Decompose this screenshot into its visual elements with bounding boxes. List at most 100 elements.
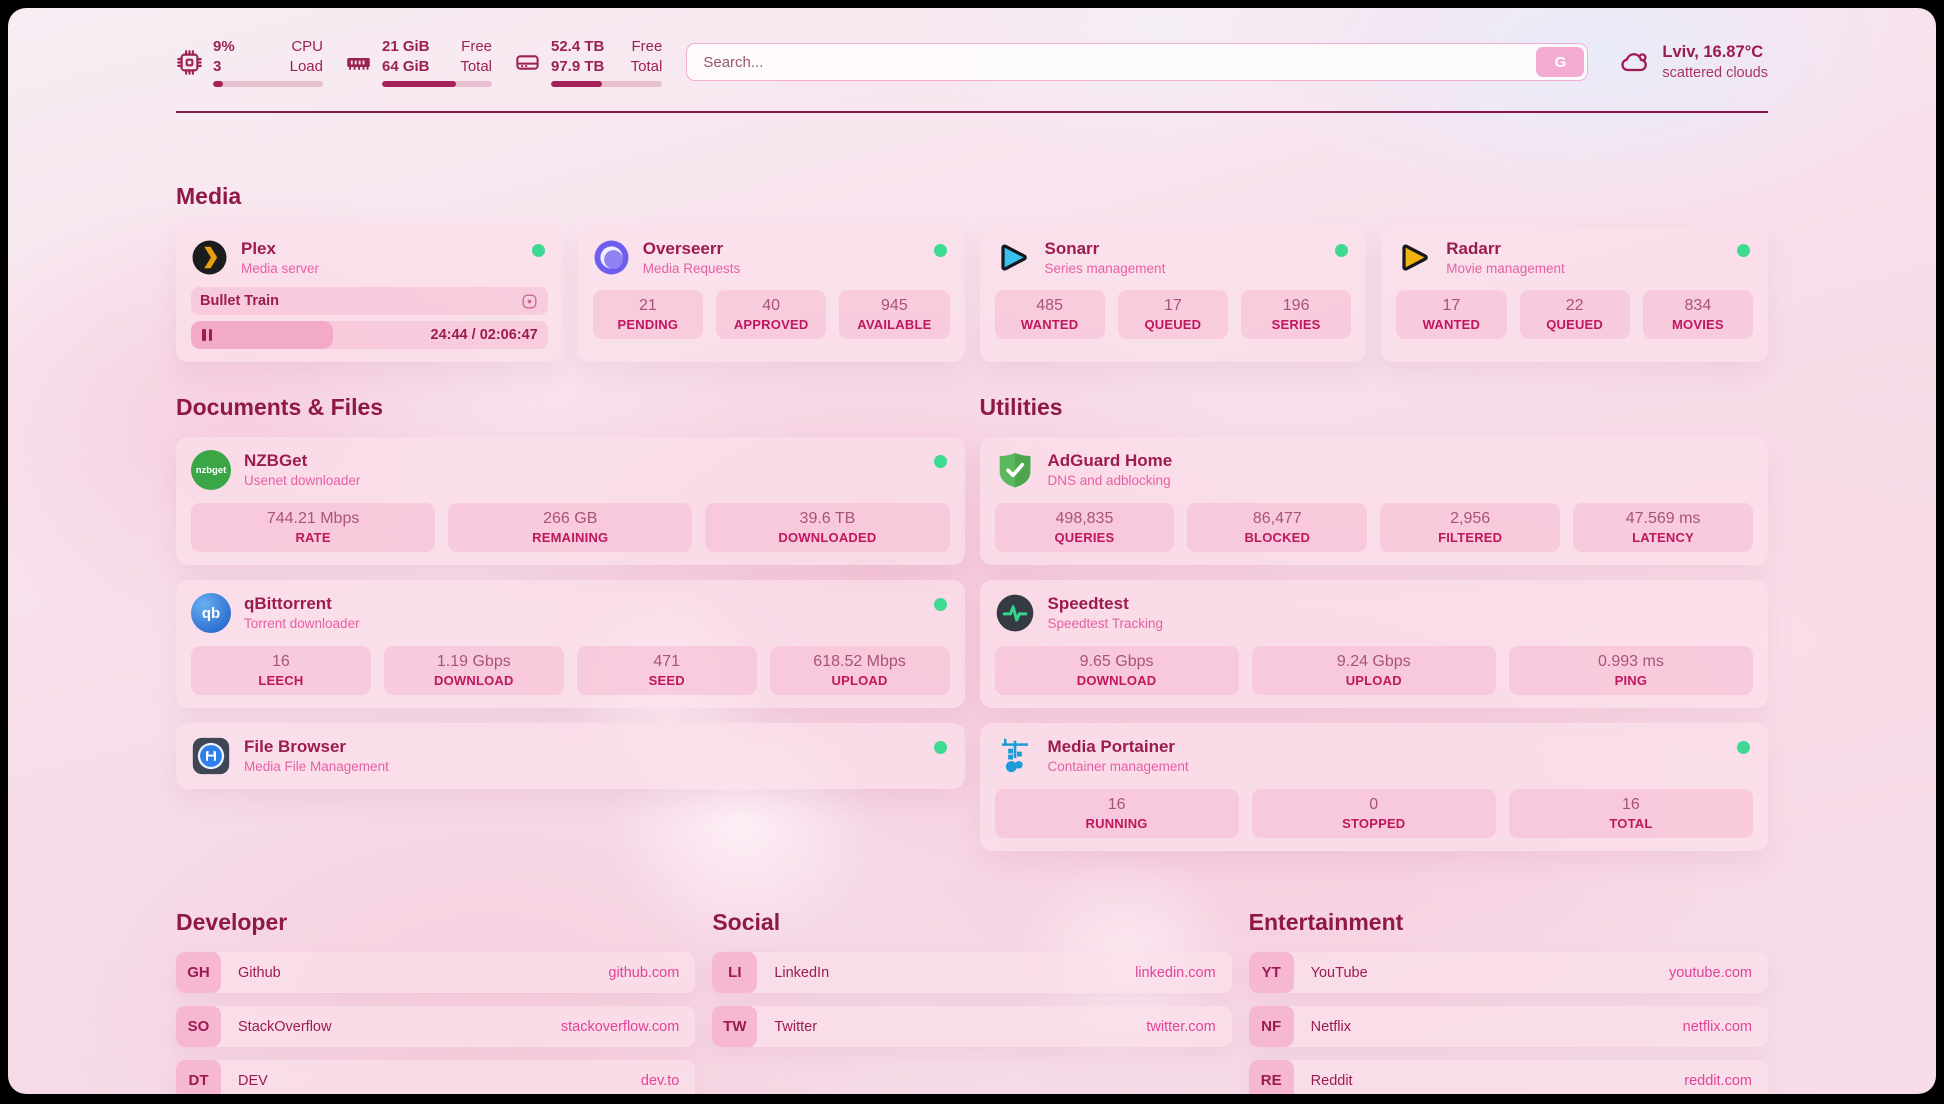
speedtest-icon (995, 593, 1035, 633)
bookmark-name: LinkedIn (774, 964, 830, 981)
bookmark-name: StackOverflow (238, 1018, 332, 1035)
app-card-filebrowser[interactable]: File Browser Media File Management (176, 723, 965, 790)
plex-now-playing: Bullet Train 24:44 / 02:06 (191, 287, 548, 350)
stat-label: STOPPED (1342, 816, 1406, 832)
section-utilities: Utilities AdGuard Home (979, 394, 1768, 852)
stat-value: 39.6 TB (799, 510, 856, 528)
stat-box: 86,477 BLOCKED (1187, 503, 1368, 553)
stat-value: 744.21 Mbps (266, 510, 360, 528)
stat-box: 17 WANTED (1396, 290, 1507, 340)
app-name: Media Portainer (1047, 736, 1176, 756)
stat-value: 86,477 (1252, 510, 1302, 528)
pause-button[interactable] (191, 321, 333, 350)
stat-value: 0.993 ms (1598, 653, 1664, 671)
bookmark-abbr: DT (176, 1060, 221, 1094)
stat-box: 834 MOVIES (1642, 290, 1753, 340)
bookmark-row-reddit[interactable]: RE Reddit reddit.com (1248, 1060, 1768, 1094)
stat-value: 9.24 Gbps (1336, 653, 1411, 671)
stat-label: UPLOAD (1345, 673, 1402, 689)
bookmark-name: YouTube (1310, 964, 1368, 981)
app-subtitle: Usenet downloader (244, 473, 361, 489)
stat-label: WANTED (1020, 317, 1079, 333)
stat-label: SERIES (1271, 317, 1321, 333)
stat-box: 0 STOPPED (1251, 789, 1496, 839)
app-subtitle: Speedtest Tracking (1047, 616, 1164, 632)
app-card-plex[interactable]: Plex Media server Bullet Train (176, 225, 563, 363)
ram-total-label: Total (460, 57, 492, 75)
stat-label: PENDING (617, 317, 679, 333)
disk-total-value: 97.9 TB (551, 57, 605, 75)
stat-value: 17 (1163, 297, 1182, 315)
stat-box: 9.65 Gbps DOWNLOAD (994, 646, 1239, 696)
bookmark-row-github[interactable]: GH Github github.com (176, 952, 696, 994)
stat-box: 2,956 FILTERED (1380, 503, 1561, 553)
stat-value: 9.65 Gbps (1079, 653, 1154, 671)
bookmark-url: twitter.com (1146, 1018, 1216, 1035)
radarr-icon (1396, 239, 1433, 276)
stat-value: 40 (762, 297, 781, 315)
disk-monitor: 52.4 TB 97.9 TB Free Total (514, 38, 663, 87)
section-developer: Developer GH Github github.com SO StackO… (176, 909, 696, 1094)
stat-box: 16 LEECH (191, 646, 371, 696)
bookmark-row-netflix[interactable]: NF Netflix netflix.com (1248, 1006, 1768, 1048)
bookmark-row-youtube[interactable]: YT YouTube youtube.com (1248, 952, 1768, 994)
stat-label: QUEUED (1546, 317, 1604, 333)
now-playing-title-row: Bullet Train (191, 287, 548, 316)
bookmark-url: github.com (608, 964, 680, 981)
app-card-portainer[interactable]: Media Portainer Container management 16 … (979, 723, 1768, 852)
search-bar: G (686, 43, 1589, 82)
bookmark-row-stackoverflow[interactable]: SO StackOverflow stackoverflow.com (176, 1006, 696, 1048)
status-dot (933, 455, 947, 469)
stat-value: 471 (653, 653, 681, 671)
stat-box: 196 SERIES (1241, 290, 1352, 340)
stat-label: WANTED (1422, 317, 1481, 333)
stat-label: APPROVED (733, 317, 809, 333)
disk-progress-bar (551, 80, 663, 87)
bookmark-abbr: RE (1248, 1060, 1294, 1094)
ram-monitor: 21 GiB 64 GiB Free Total (345, 38, 492, 87)
section-title-media: Media (176, 182, 242, 209)
stat-box: 16 TOTAL (1508, 789, 1754, 839)
app-subtitle: Movie management (1446, 260, 1565, 276)
status-dot (1737, 741, 1750, 755)
stat-label: LATENCY (1632, 530, 1694, 546)
cpu-monitor: 9% 3 CPU Load (176, 38, 323, 87)
cloud-icon (1618, 46, 1650, 78)
app-name: Sonarr (1044, 238, 1100, 258)
weather-location-temp: Lviv, 16.87°C (1662, 43, 1764, 62)
stat-label: QUERIES (1054, 530, 1115, 546)
bookmark-row-dev[interactable]: DT DEV dev.to (176, 1060, 696, 1094)
section-title-entertainment: Entertainment (1248, 909, 1404, 936)
search-input[interactable] (686, 43, 1589, 82)
app-card-nzbget[interactable]: nzbget NZBGet Usenet downloader 744.21 M… (176, 437, 965, 566)
ram-progress-bar (382, 80, 492, 87)
stat-value: 0 (1369, 796, 1379, 814)
stat-box: 21 PENDING (592, 290, 703, 340)
bookmark-abbr: TW (712, 1006, 758, 1048)
stat-box: 40 APPROVED (716, 290, 827, 340)
cpu-icon (176, 49, 203, 76)
ram-free-label: Free (461, 38, 492, 55)
app-card-overseerr[interactable]: Overseerr Media Requests 21 PENDING 40 A… (577, 225, 965, 363)
stat-box: 266 GB REMAINING (448, 503, 693, 553)
app-subtitle: Media Requests (642, 260, 741, 276)
app-card-adguard[interactable]: AdGuard Home DNS and adblocking 498,835 … (979, 437, 1768, 566)
now-playing-progress-row: 24:44 / 02:06:47 (191, 321, 548, 350)
stat-label: PING (1614, 673, 1648, 689)
search-engine-button[interactable]: G (1536, 47, 1585, 78)
bookmark-row-linkedin[interactable]: LI LinkedIn linkedin.com (712, 952, 1232, 994)
ram-icon (345, 49, 372, 76)
app-card-radarr[interactable]: Radarr Movie management 17 WANTED 22 QUE… (1381, 225, 1768, 363)
stat-value: 47.569 ms (1625, 510, 1701, 528)
bookmark-url: dev.to (640, 1072, 680, 1089)
app-card-sonarr[interactable]: Sonarr Series management 485 WANTED 17 Q… (979, 225, 1367, 363)
app-subtitle: Torrent downloader (244, 616, 360, 632)
app-card-speedtest[interactable]: Speedtest Speedtest Tracking 9.65 Gbps D… (979, 580, 1768, 709)
bookmark-abbr: LI (712, 952, 758, 994)
app-subtitle: Media server (241, 260, 320, 276)
section-entertainment: Entertainment YT YouTube youtube.com NF … (1248, 909, 1768, 1094)
bookmark-row-twitter[interactable]: TW Twitter twitter.com (712, 1006, 1232, 1048)
status-dot (1335, 243, 1349, 257)
app-card-qbittorrent[interactable]: qb qBittorrent Torrent downloader 16 LEE… (176, 580, 965, 709)
live-indicator-icon (520, 292, 539, 311)
